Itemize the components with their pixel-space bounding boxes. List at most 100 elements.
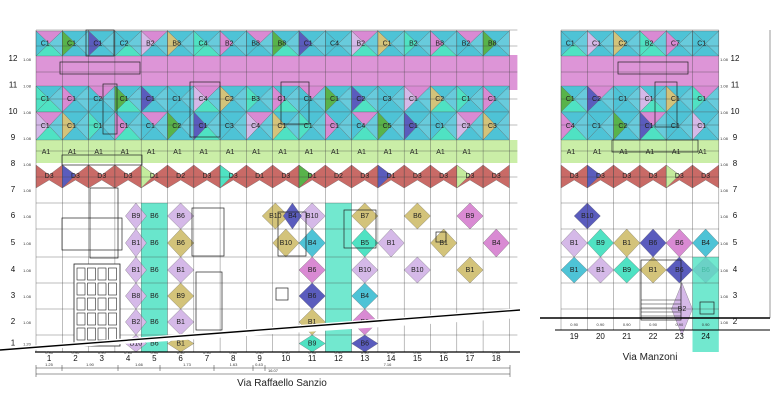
row-number-right: 7 — [733, 185, 738, 194]
row12-code-label: B8 — [172, 41, 181, 48]
row12-code-label: C4 — [330, 41, 339, 48]
row9-code-label: C4 — [251, 123, 260, 130]
r-row9-tri-d — [560, 125, 588, 141]
row8-code-label: A1 — [68, 149, 77, 156]
row12-code-label: B2 — [225, 41, 234, 48]
row9-code-label: C1 — [435, 123, 444, 130]
row-height-left: 1.08 — [23, 57, 32, 62]
r-door — [640, 259, 682, 321]
row10-code-label: C1 — [409, 96, 418, 103]
vent-col15 — [435, 231, 447, 243]
row7-code-label: D3 — [124, 173, 133, 180]
door-panel — [97, 312, 107, 326]
column-number-left: 7 — [205, 354, 210, 363]
row9-code-label: C1 — [199, 123, 208, 130]
band-row8-left — [36, 140, 518, 163]
row9-tri-d — [351, 125, 379, 141]
row9-tri-d — [219, 125, 247, 141]
bzone-right-cell-label: B1 — [466, 267, 475, 274]
row12-tri-d — [403, 43, 431, 57]
row-height-left: 1.08 — [23, 320, 32, 325]
row7-code-label: D3 — [71, 173, 80, 180]
bzone-col4-cell — [125, 282, 147, 310]
row10-code-label: C4 — [199, 96, 208, 103]
bzone-col4-cell — [125, 256, 147, 284]
column-number-right: 19 — [570, 332, 579, 341]
row10-code-label: C1 — [146, 96, 155, 103]
col-width-left: 0.90 — [361, 350, 370, 355]
dim-value: 0.43 — [255, 362, 264, 367]
row7-code-label: D3 — [45, 173, 54, 180]
col-width-left: 0.90 — [282, 350, 291, 355]
r-row9-code-label: C1 — [645, 123, 654, 130]
row-number-right: 11 — [731, 81, 740, 90]
row8-code-label: A1 — [410, 149, 419, 156]
r-bzone-cell-label: B1 — [570, 267, 579, 274]
row-height-right: 1.08 — [720, 241, 729, 246]
row7-code-label: D3 — [492, 173, 501, 180]
row9-code-label: C3 — [225, 123, 234, 130]
row8-code-label: A1 — [357, 149, 366, 156]
row-height-left: 1.08 — [23, 241, 32, 246]
row9-code-label: C1 — [120, 123, 129, 130]
row10-code-label: C1 — [41, 96, 50, 103]
r-bzone-col24-fill — [692, 257, 719, 352]
col-width-left: 0.90 — [335, 350, 344, 355]
row-number-left: 9 — [11, 133, 16, 142]
r-bzone-cell-label: B1 — [649, 267, 658, 274]
row9-tri-d — [324, 125, 352, 141]
row9-tri-d — [482, 125, 510, 141]
door-panel — [76, 267, 86, 281]
r-row9-code-label: C4 — [566, 123, 575, 130]
entrance-door — [73, 263, 121, 347]
col-width-left: 0.90 — [203, 350, 212, 355]
door-col7 — [195, 271, 223, 331]
col-width-right: 0.90 — [649, 322, 658, 327]
bzone-col4-cell-label: B2 — [132, 319, 141, 326]
row8-code-label: A1 — [384, 149, 393, 156]
bzone-col13-cell-label: B10 — [359, 267, 372, 274]
r-row12-code-label: C1 — [566, 41, 575, 48]
row-number-left: 12 — [9, 54, 18, 63]
row12-code-label: C4 — [199, 41, 208, 48]
row8-code-label: A1 — [278, 149, 287, 156]
bzone-right-cell-label: B1 — [439, 240, 448, 247]
col-width-left: 0.90 — [72, 350, 81, 355]
col-width-left: 0.90 — [98, 350, 107, 355]
door-panel — [87, 312, 96, 326]
row10-code-label: C1 — [330, 96, 339, 103]
row-height-left: 1.08 — [23, 110, 32, 115]
row12-code-label: B8 — [278, 41, 287, 48]
row9-tri-d — [193, 125, 221, 141]
row8-code-label: A1 — [436, 149, 445, 156]
row12-tri-d — [114, 43, 142, 57]
row12-tri-d — [456, 43, 484, 57]
row-number-right: 3 — [733, 291, 738, 300]
r-row8-code-label: A1 — [646, 149, 655, 156]
bzone-right-cell-label: B9 — [466, 213, 475, 220]
row7-code-label: D1 — [308, 173, 317, 180]
dim-value: 1.66 — [135, 362, 144, 367]
r-row9-code-label: C2 — [618, 123, 627, 130]
row10-code-label: C2 — [93, 96, 102, 103]
balcony-row8 — [61, 154, 143, 166]
column-number-left: 9 — [257, 354, 262, 363]
col-width-left: 0.90 — [45, 350, 54, 355]
bzone-col12-fill — [325, 283, 352, 309]
column-number-left: 2 — [73, 354, 78, 363]
column-number-right: 21 — [622, 332, 631, 341]
bzone-col4-cell-label: B1 — [132, 267, 141, 274]
r-row8-code-label: A1 — [593, 149, 602, 156]
row12-tri-d — [482, 43, 510, 57]
col-width-right: 0.90 — [597, 322, 606, 327]
row9-tri-d — [246, 125, 274, 141]
row10-code-label: C2 — [225, 96, 234, 103]
row12-code-label: C2 — [120, 41, 129, 48]
bzone-col6-cell-label: B1 — [176, 319, 185, 326]
col-width-right: 0.90 — [675, 322, 684, 327]
row-number-right: 9 — [733, 133, 738, 142]
door-panel — [108, 312, 117, 326]
row8-code-label: A1 — [226, 149, 235, 156]
row9-code-label: C5 — [383, 123, 392, 130]
